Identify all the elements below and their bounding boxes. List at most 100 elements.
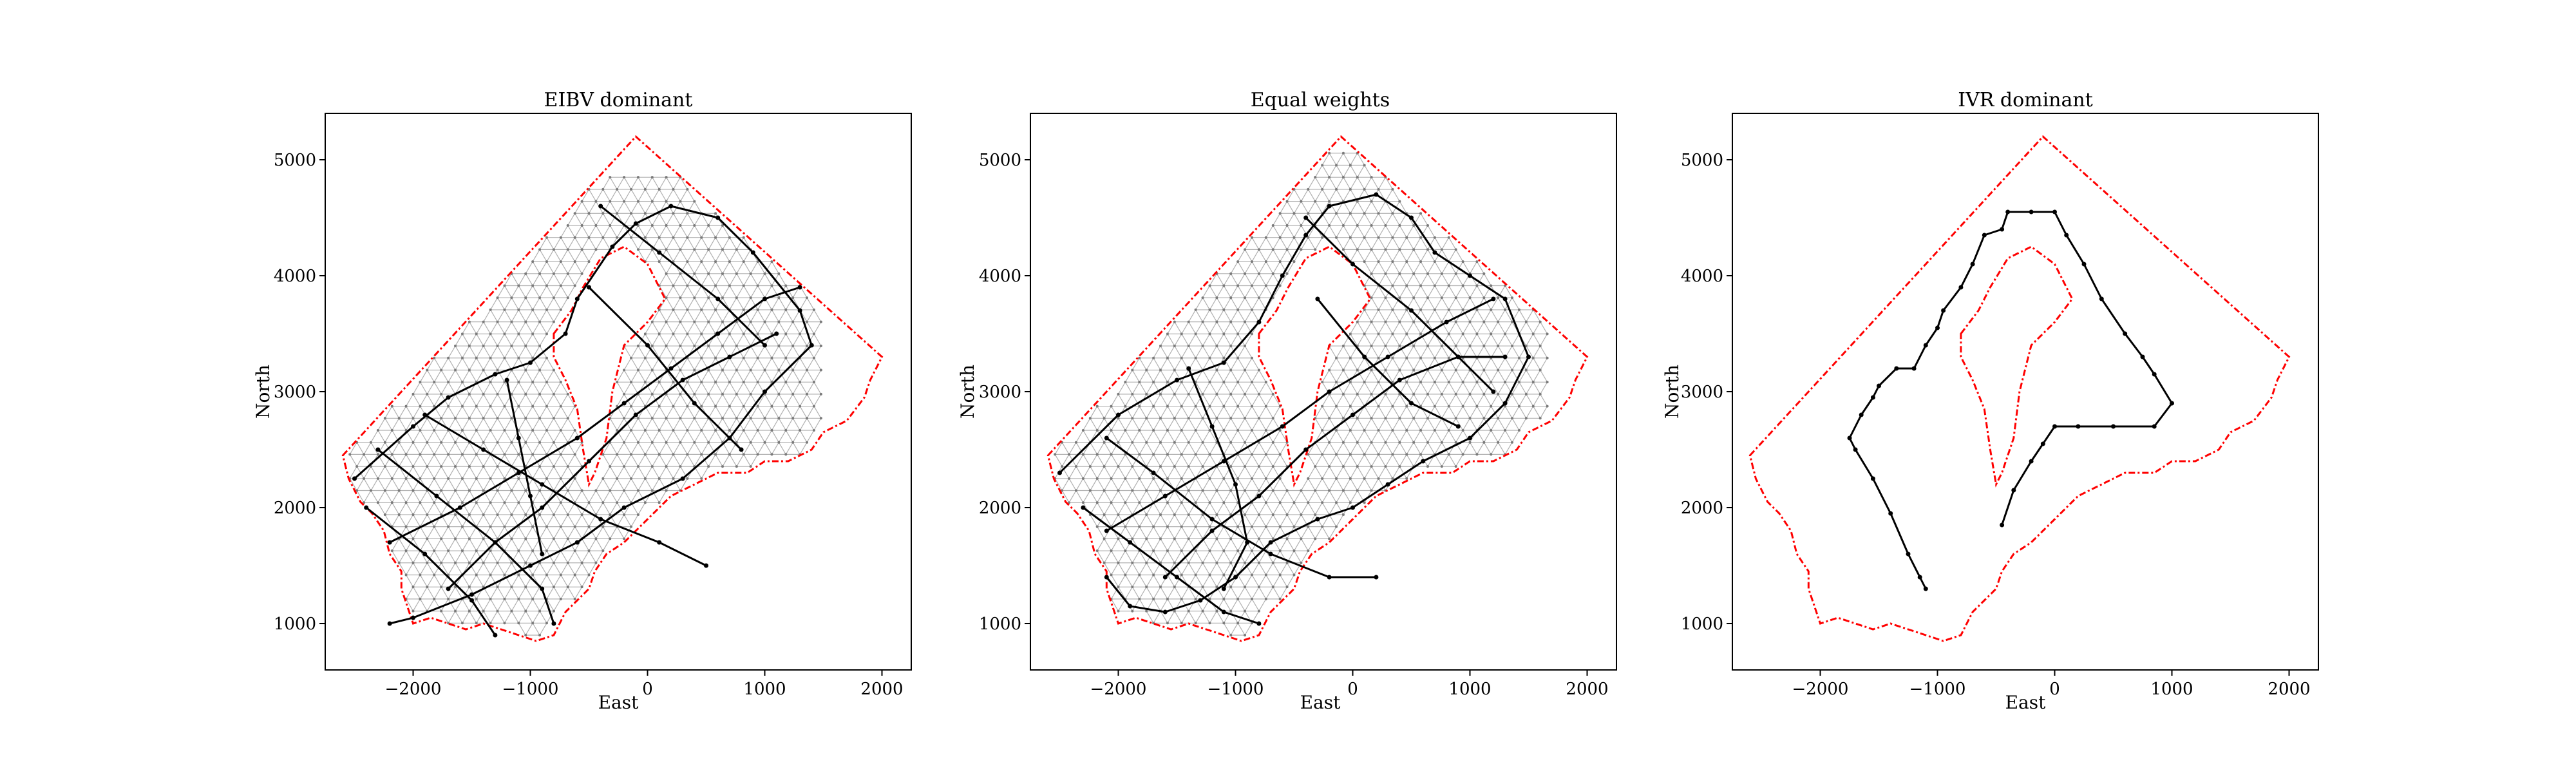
grid-edge — [673, 478, 681, 491]
grid-edge — [701, 261, 709, 274]
grid-edge — [764, 321, 772, 334]
grid-edge — [1434, 381, 1443, 395]
x-tick-label: −2000 — [1090, 680, 1147, 699]
grid-edge — [1153, 550, 1161, 564]
grid-edge — [694, 261, 702, 274]
grid-node — [721, 417, 724, 420]
grid-node — [1236, 428, 1240, 432]
grid-node — [1341, 513, 1345, 516]
grid-edge — [750, 394, 759, 406]
grid-edge — [1364, 370, 1372, 383]
grid-edge — [1371, 417, 1379, 431]
grid-node — [1321, 405, 1324, 408]
grid-node — [658, 236, 661, 239]
grid-node — [594, 561, 598, 564]
grid-edge — [708, 237, 716, 250]
grid-node — [643, 453, 647, 456]
grid-node — [517, 573, 520, 577]
grid-node — [1222, 622, 1226, 625]
grid-node — [1244, 489, 1247, 492]
grid-edge — [1202, 417, 1210, 431]
grid-node — [643, 428, 647, 432]
grid-edge — [602, 237, 611, 250]
path-point — [481, 447, 486, 452]
grid-edge — [1321, 478, 1330, 491]
grid-node — [1173, 320, 1176, 323]
grid-edge — [1209, 490, 1217, 503]
grid-edge — [588, 550, 596, 564]
grid-edge — [490, 417, 498, 431]
grid-node — [412, 465, 415, 468]
grid-node — [812, 381, 815, 384]
grid-edge — [440, 454, 449, 467]
grid-edge — [1336, 381, 1344, 395]
grid-edge — [673, 225, 681, 238]
grid-node — [1229, 489, 1233, 492]
grid-node — [636, 489, 639, 492]
grid-edge — [1469, 442, 1477, 455]
grid-node — [1166, 332, 1169, 336]
grid-edge — [1476, 406, 1484, 419]
grid-node — [1124, 453, 1127, 456]
grid-edge — [687, 430, 695, 443]
grid-edge — [1216, 611, 1224, 624]
grid-edge — [1202, 562, 1210, 575]
grid-edge — [1258, 478, 1267, 491]
grid-edge — [582, 526, 590, 539]
grid-edge — [609, 502, 618, 515]
grid-edge — [792, 430, 800, 443]
grid-edge — [462, 358, 470, 370]
grid-node — [1278, 428, 1282, 432]
grid-node — [1124, 381, 1127, 384]
grid-node — [650, 368, 654, 372]
grid-edge — [1174, 381, 1182, 395]
grid-node — [1201, 417, 1204, 420]
grid-edge — [1117, 466, 1126, 479]
grid-edge — [455, 417, 463, 431]
grid-edge — [370, 442, 379, 455]
grid-node — [531, 381, 535, 384]
grid-edge — [1483, 394, 1492, 406]
grid-node — [749, 392, 752, 396]
grid-edge — [511, 502, 519, 515]
grid-node — [1398, 417, 1401, 420]
grid-node — [1426, 392, 1429, 396]
grid-edge — [609, 490, 618, 503]
grid-edge — [518, 370, 526, 383]
grid-edge — [1364, 478, 1372, 491]
grid-node — [559, 405, 562, 408]
path-point — [540, 482, 545, 487]
grid-edge — [462, 539, 470, 551]
grid-edge — [1399, 358, 1407, 370]
grid-edge — [1504, 442, 1513, 455]
grid-edge — [399, 454, 407, 467]
grid-edge — [1321, 442, 1330, 455]
grid-edge — [1265, 417, 1274, 431]
grid-node — [777, 417, 781, 420]
grid-edge — [1392, 370, 1400, 383]
grid-edge — [1230, 334, 1238, 347]
grid-edge — [546, 502, 554, 515]
grid-edge — [399, 478, 407, 491]
grid-node — [412, 609, 415, 613]
grid-node — [616, 187, 619, 191]
grid-node — [1131, 368, 1134, 372]
grid-edge — [1104, 514, 1112, 527]
grid-edge — [799, 406, 808, 419]
grid-node — [397, 489, 401, 492]
grid-node — [693, 345, 696, 348]
grid-node — [1068, 477, 1071, 480]
grid-edge — [504, 586, 512, 600]
grid-edge — [546, 309, 554, 322]
path-segment — [424, 414, 707, 567]
grid-edge — [679, 261, 688, 274]
grid-edge — [595, 478, 603, 491]
grid-edge — [743, 297, 752, 310]
grid-edge — [1307, 454, 1316, 467]
grid-node — [1131, 417, 1134, 420]
grid-node — [1229, 465, 1233, 468]
grid-node — [1166, 549, 1169, 553]
grid-edge — [1195, 406, 1204, 419]
grid-node — [643, 381, 647, 384]
grid-edge — [1280, 490, 1288, 503]
